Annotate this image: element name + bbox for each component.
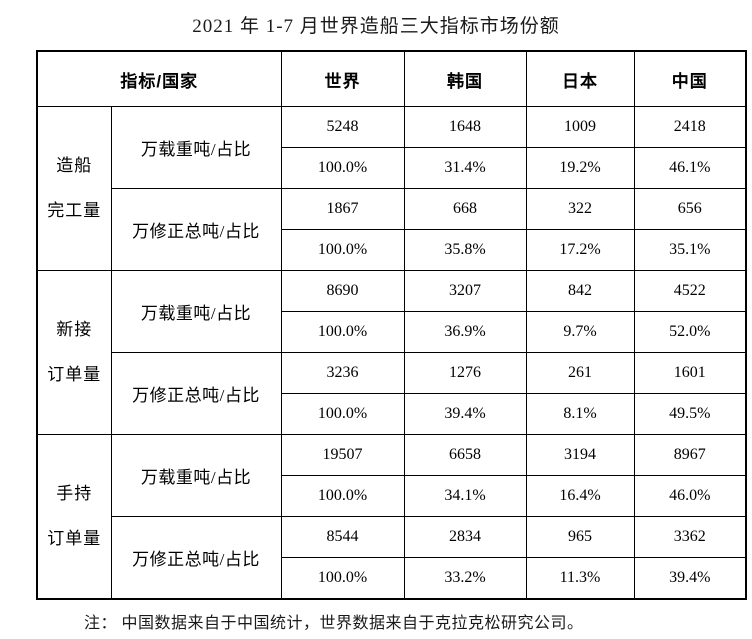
share-cell: 35.8% <box>403 229 527 271</box>
share-cell: 100.0% <box>280 229 405 271</box>
group-label-line: 订单量 <box>47 364 102 384</box>
table-row: 万修正总吨/占比 8544 2834 965 3362 <box>37 516 747 600</box>
metric-label-cgt: 万修正总吨/占比 <box>110 188 282 271</box>
value-cell: 2418 <box>633 106 747 148</box>
share-cell: 100.0% <box>280 557 405 600</box>
table-row: 万修正总吨/占比 1867 668 322 656 <box>37 188 747 271</box>
value-cell: 261 <box>525 352 635 394</box>
value-cell: 4522 <box>633 270 747 312</box>
share-cell: 34.1% <box>403 475 527 517</box>
page-title: 2021 年 1-7 月世界造船三大指标市场份额 <box>192 16 560 37</box>
header-indicator-country: 指标/国家 <box>36 50 282 107</box>
table-header-row: 指标/国家 世界 韩国 日本 中国 <box>36 50 747 107</box>
group-label-line: 手持 <box>56 483 93 503</box>
footnote: 注： 中国数据来自于中国统计，世界数据来自于克拉克松研究公司。 <box>84 615 584 632</box>
header-world: 世界 <box>280 50 405 107</box>
share-cell: 100.0% <box>280 475 405 517</box>
table-row: 100.0% 36.9% 9.7% 52.0% <box>37 311 747 353</box>
value-cell: 3194 <box>525 434 635 476</box>
table-row: 万修正总吨/占比 3236 1276 261 1601 <box>37 352 747 435</box>
table-row: 造船 完工量 万载重吨/占比 5248 1648 1009 2418 <box>36 106 747 271</box>
share-cell: 31.4% <box>403 147 527 189</box>
value-cell: 1276 <box>403 352 527 394</box>
value-cell: 3362 <box>633 516 747 558</box>
value-cell: 668 <box>403 188 527 230</box>
header-korea: 韩国 <box>403 50 527 107</box>
value-cell: 5248 <box>280 106 405 148</box>
table-row: 新接 订单量 万载重吨/占比 8690 3207 842 4522 <box>36 270 747 435</box>
share-cell: 100.0% <box>280 311 405 353</box>
metric-label-dwt: 万载重吨/占比 <box>110 270 282 353</box>
table-row: 手持 订单量 万载重吨/占比 19507 6658 3194 8967 <box>36 434 747 600</box>
value-cell: 1867 <box>280 188 405 230</box>
group-label-new-orders: 新接 订单量 <box>36 270 112 435</box>
share-cell: 52.0% <box>633 311 747 353</box>
value-cell: 6658 <box>403 434 527 476</box>
group-label-line: 新接 <box>56 319 93 339</box>
group-label-line: 完工量 <box>47 200 102 220</box>
header-japan: 日本 <box>525 50 635 107</box>
group-label-line: 造船 <box>56 155 93 175</box>
value-cell: 8690 <box>280 270 405 312</box>
value-cell: 3236 <box>280 352 405 394</box>
share-cell: 36.9% <box>403 311 527 353</box>
group-label-order-backlog: 手持 订单量 <box>36 434 112 600</box>
value-cell: 842 <box>525 270 635 312</box>
share-cell: 17.2% <box>525 229 635 271</box>
value-cell: 1009 <box>525 106 635 148</box>
value-cell: 1648 <box>403 106 527 148</box>
share-cell: 16.4% <box>525 475 635 517</box>
metric-label-cgt: 万修正总吨/占比 <box>110 516 282 600</box>
market-share-table: 指标/国家 世界 韩国 日本 中国 造船 完工量 万载重吨/占比 5248 16… <box>36 50 748 600</box>
value-cell: 8967 <box>633 434 747 476</box>
metric-label-dwt: 万载重吨/占比 <box>110 434 282 517</box>
header-china: 中国 <box>633 50 747 107</box>
share-cell: 19.2% <box>525 147 635 189</box>
share-cell: 46.0% <box>633 475 747 517</box>
table-row: 100.0% 34.1% 16.4% 46.0% <box>37 475 747 517</box>
table-row: 100.0% 31.4% 19.2% 46.1% <box>37 147 747 189</box>
value-cell: 322 <box>525 188 635 230</box>
value-cell: 965 <box>525 516 635 558</box>
group-label-line: 订单量 <box>47 528 102 548</box>
share-cell: 49.5% <box>633 393 747 435</box>
value-cell: 1601 <box>633 352 747 394</box>
value-cell: 8544 <box>280 516 405 558</box>
value-cell: 19507 <box>280 434 405 476</box>
share-cell: 11.3% <box>525 557 635 600</box>
metric-label-cgt: 万修正总吨/占比 <box>110 352 282 435</box>
table-row: 100.0% 39.4% 8.1% 49.5% <box>37 393 747 435</box>
share-cell: 39.4% <box>403 393 527 435</box>
metric-label-dwt: 万载重吨/占比 <box>110 106 282 189</box>
value-cell: 2834 <box>403 516 527 558</box>
share-cell: 100.0% <box>280 147 405 189</box>
table-row: 100.0% 33.2% 11.3% 39.4% <box>37 557 747 600</box>
share-cell: 35.1% <box>633 229 747 271</box>
table-row: 100.0% 35.8% 17.2% 35.1% <box>37 229 747 271</box>
share-cell: 46.1% <box>633 147 747 189</box>
share-cell: 100.0% <box>280 393 405 435</box>
value-cell: 656 <box>633 188 747 230</box>
share-cell: 8.1% <box>525 393 635 435</box>
group-label-completed-volume: 造船 完工量 <box>36 106 112 271</box>
share-cell: 33.2% <box>403 557 527 600</box>
share-cell: 39.4% <box>633 557 747 600</box>
value-cell: 3207 <box>403 270 527 312</box>
share-cell: 9.7% <box>525 311 635 353</box>
